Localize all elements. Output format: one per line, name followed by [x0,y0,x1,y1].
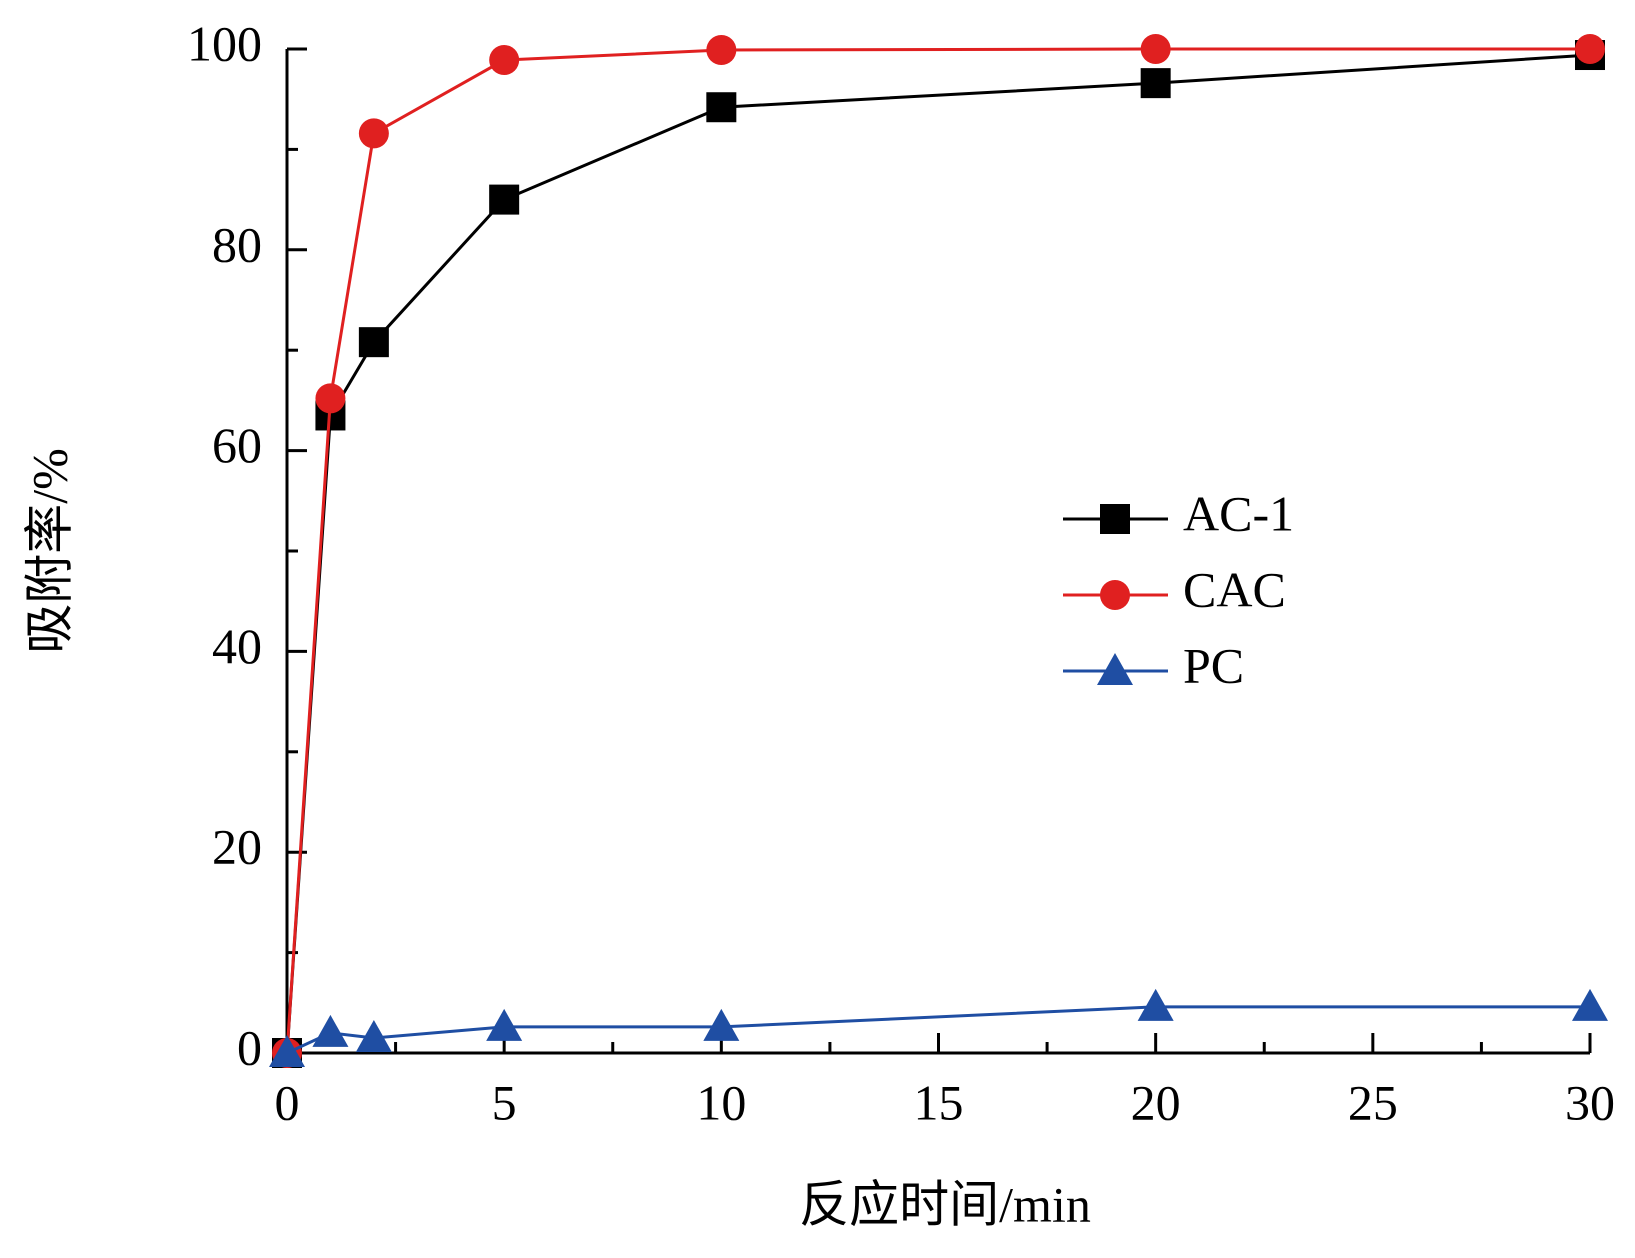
marker [1140,68,1171,99]
legend-marker [1100,504,1130,534]
x-tick-label: 5 [492,1074,517,1130]
x-axis-label: 反应时间/min [799,1176,1091,1232]
marker [703,1008,740,1041]
x-tick-label: 20 [1131,1074,1181,1130]
marker [706,92,737,123]
x-tick-label: 0 [275,1074,300,1130]
marker [355,1019,392,1052]
marker [1140,34,1171,64]
marker [489,184,520,215]
legend-label: PC [1183,637,1244,693]
marker [315,383,346,414]
marker [358,327,389,358]
legend-marker [1100,580,1130,610]
marker [1572,988,1608,1021]
x-tick-label: 30 [1565,1074,1615,1130]
marker [1137,988,1174,1021]
marker [269,1035,305,1067]
legend-marker [1097,653,1133,685]
marker [706,35,737,66]
y-axis-label: 吸附率/% [21,448,77,654]
legend-label: CAC [1183,561,1286,617]
legend-label: AC-1 [1183,485,1294,541]
y-tick-label: 100 [187,15,262,71]
y-tick-label: 40 [212,618,262,674]
x-tick-label: 15 [914,1074,964,1130]
marker [486,1008,523,1041]
marker [489,45,520,76]
y-tick-label: 60 [212,417,262,473]
x-tick-label: 25 [1348,1074,1398,1130]
series-line [285,47,1590,1054]
marker [358,118,389,149]
series-line [285,53,1591,1054]
y-tick-label: 0 [237,1019,262,1075]
x-tick-label: 10 [696,1074,746,1130]
marker [312,1014,349,1047]
y-tick-label: 80 [212,216,262,272]
y-tick-label: 20 [212,819,262,875]
marker [1575,34,1605,64]
